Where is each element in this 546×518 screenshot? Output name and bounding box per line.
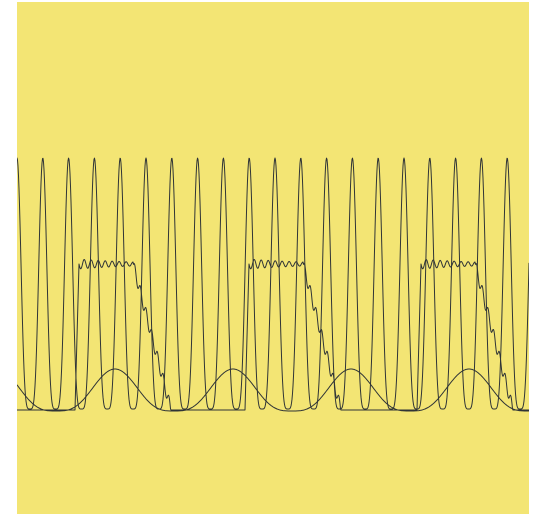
wave-artwork [17,2,529,514]
artwork-background [17,2,529,514]
fast-oscillation-curve [17,157,529,410]
slow-hump-curve [17,368,529,412]
wave-artwork-canvas [17,2,529,514]
stepped-plateau-curve [17,259,529,411]
